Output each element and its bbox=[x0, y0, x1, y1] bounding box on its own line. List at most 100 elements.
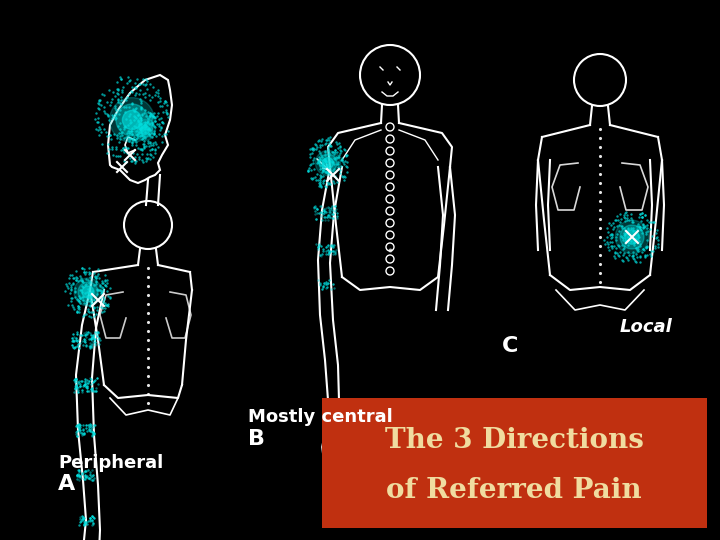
Point bbox=[126, 98, 138, 107]
Point bbox=[143, 336, 154, 345]
Point bbox=[73, 292, 84, 301]
Point bbox=[91, 276, 102, 285]
Point bbox=[616, 240, 628, 249]
Point bbox=[110, 142, 122, 151]
Point bbox=[149, 146, 161, 154]
Point bbox=[338, 176, 349, 185]
Point bbox=[82, 474, 94, 482]
Point bbox=[148, 112, 160, 121]
Point bbox=[322, 134, 333, 143]
Point bbox=[649, 244, 661, 253]
Point bbox=[140, 141, 152, 150]
Point bbox=[159, 97, 171, 105]
Point bbox=[76, 388, 88, 396]
Point bbox=[638, 246, 649, 255]
Point bbox=[136, 124, 148, 132]
Point bbox=[317, 179, 328, 187]
Point bbox=[71, 430, 82, 438]
Point bbox=[90, 384, 102, 393]
Point bbox=[84, 422, 96, 430]
Point bbox=[142, 150, 153, 159]
Point bbox=[607, 219, 618, 227]
Point bbox=[130, 157, 141, 165]
Point bbox=[304, 149, 315, 158]
Point bbox=[85, 330, 96, 339]
Point bbox=[326, 247, 338, 255]
Point bbox=[136, 150, 148, 158]
Point bbox=[155, 126, 166, 134]
Point bbox=[72, 330, 84, 339]
Point bbox=[94, 280, 105, 289]
Point bbox=[66, 340, 78, 349]
Point bbox=[621, 207, 632, 216]
Point bbox=[96, 282, 107, 291]
Point bbox=[639, 251, 651, 259]
Point bbox=[145, 112, 156, 121]
Circle shape bbox=[74, 278, 102, 306]
Point bbox=[608, 252, 620, 260]
Point bbox=[613, 215, 624, 224]
Point bbox=[75, 285, 86, 294]
Point bbox=[71, 383, 82, 392]
Point bbox=[110, 152, 122, 160]
Point bbox=[127, 154, 139, 163]
Point bbox=[310, 214, 322, 223]
Point bbox=[76, 515, 88, 523]
Point bbox=[145, 131, 156, 140]
Point bbox=[73, 476, 85, 485]
Point bbox=[119, 134, 130, 143]
Point bbox=[81, 287, 93, 296]
Point bbox=[103, 140, 114, 149]
Point bbox=[84, 473, 95, 482]
Point bbox=[319, 216, 330, 225]
Point bbox=[84, 294, 95, 302]
Point bbox=[66, 300, 78, 309]
Point bbox=[630, 258, 642, 266]
Point bbox=[76, 516, 87, 525]
Point bbox=[330, 246, 341, 254]
Point bbox=[602, 233, 613, 241]
Point bbox=[325, 168, 336, 177]
Point bbox=[84, 420, 96, 429]
Point bbox=[309, 145, 320, 154]
Point bbox=[311, 159, 323, 167]
Point bbox=[127, 136, 139, 144]
Point bbox=[109, 130, 120, 139]
Point bbox=[622, 225, 634, 234]
Point bbox=[71, 380, 82, 388]
Point bbox=[93, 131, 104, 140]
Point bbox=[89, 280, 100, 289]
Point bbox=[114, 119, 125, 127]
Point bbox=[60, 280, 71, 288]
Point bbox=[72, 387, 84, 396]
Point bbox=[315, 202, 327, 211]
Point bbox=[326, 213, 338, 222]
Point bbox=[155, 114, 166, 123]
Point bbox=[96, 286, 107, 295]
Point bbox=[148, 141, 159, 150]
Point bbox=[628, 239, 639, 247]
Point bbox=[603, 243, 614, 252]
Point bbox=[316, 168, 328, 177]
Point bbox=[636, 229, 648, 238]
Point bbox=[76, 288, 88, 296]
Point bbox=[321, 178, 333, 187]
Point bbox=[307, 156, 319, 164]
Point bbox=[320, 155, 331, 164]
Point bbox=[59, 287, 71, 295]
Point bbox=[79, 336, 91, 345]
Point bbox=[73, 467, 84, 475]
Point bbox=[78, 335, 90, 344]
Point bbox=[594, 269, 606, 278]
Point bbox=[143, 107, 154, 116]
Point bbox=[327, 148, 338, 157]
Point bbox=[616, 232, 628, 241]
Point bbox=[144, 138, 156, 146]
Point bbox=[90, 387, 102, 395]
Point bbox=[634, 225, 646, 234]
Point bbox=[128, 133, 140, 141]
Point bbox=[155, 96, 166, 105]
Point bbox=[130, 140, 142, 149]
Point bbox=[135, 126, 147, 135]
Point bbox=[96, 300, 108, 308]
